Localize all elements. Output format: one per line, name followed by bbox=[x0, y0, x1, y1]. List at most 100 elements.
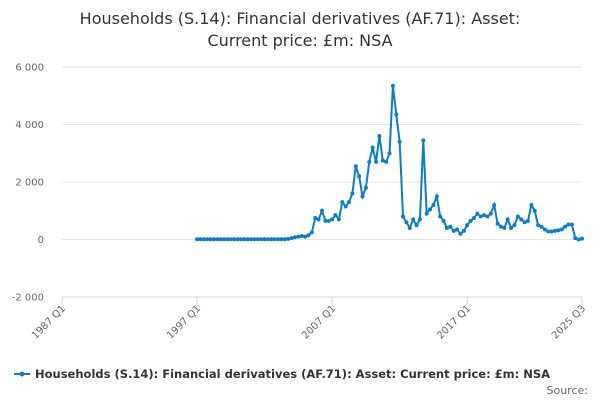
point bbox=[390, 83, 395, 88]
point bbox=[502, 226, 507, 230]
point bbox=[525, 218, 530, 223]
point bbox=[488, 211, 493, 216]
point bbox=[421, 138, 426, 143]
point bbox=[242, 237, 247, 242]
point bbox=[228, 237, 233, 242]
point bbox=[276, 237, 281, 242]
point bbox=[401, 214, 406, 219]
point bbox=[279, 237, 284, 242]
point bbox=[309, 230, 314, 235]
y-tick-label: 0 bbox=[38, 235, 44, 246]
source-label: Source: bbox=[547, 384, 589, 397]
point bbox=[303, 234, 308, 239]
point bbox=[482, 213, 487, 218]
x-tick-label: 1987 Q1 bbox=[30, 303, 68, 341]
point bbox=[215, 237, 220, 242]
point bbox=[478, 214, 483, 219]
point bbox=[245, 237, 250, 242]
point bbox=[195, 237, 200, 242]
point bbox=[515, 214, 520, 219]
point bbox=[343, 204, 348, 209]
point bbox=[546, 229, 551, 234]
point bbox=[438, 214, 443, 219]
point bbox=[434, 194, 439, 199]
point bbox=[380, 158, 385, 163]
point bbox=[559, 227, 564, 232]
point bbox=[519, 217, 524, 222]
y-tick-label: 6 000 bbox=[15, 63, 44, 74]
legend-symbol bbox=[19, 371, 25, 377]
point bbox=[336, 217, 341, 222]
point bbox=[539, 224, 544, 229]
point bbox=[374, 159, 379, 164]
point bbox=[580, 236, 584, 241]
series-line bbox=[197, 85, 583, 241]
point bbox=[465, 223, 470, 228]
point bbox=[431, 203, 436, 207]
point bbox=[232, 237, 237, 242]
chart-title: Households (S.14): Financial derivatives… bbox=[80, 9, 521, 28]
point bbox=[552, 228, 557, 233]
point bbox=[333, 213, 338, 218]
y-tick-label: 2 000 bbox=[15, 178, 44, 189]
point bbox=[573, 236, 578, 241]
point bbox=[347, 200, 352, 205]
point bbox=[509, 226, 514, 230]
point bbox=[549, 229, 554, 234]
point bbox=[330, 217, 335, 222]
point bbox=[360, 194, 365, 199]
point bbox=[313, 215, 318, 220]
point bbox=[424, 211, 429, 216]
point bbox=[198, 237, 203, 242]
point bbox=[542, 227, 547, 232]
point bbox=[299, 234, 304, 239]
point bbox=[384, 159, 389, 164]
x-tick-label: 2007 Q1 bbox=[300, 303, 338, 341]
point bbox=[441, 218, 446, 223]
point bbox=[350, 191, 355, 196]
point bbox=[414, 223, 419, 228]
x-tick-label: 2017 Q1 bbox=[435, 303, 473, 341]
point bbox=[323, 218, 328, 223]
point bbox=[205, 237, 210, 242]
point bbox=[320, 208, 324, 213]
point bbox=[448, 224, 453, 229]
point bbox=[238, 237, 243, 242]
point bbox=[211, 237, 216, 242]
point bbox=[262, 237, 267, 242]
point bbox=[222, 237, 227, 242]
point bbox=[563, 224, 568, 229]
point bbox=[272, 237, 277, 242]
point bbox=[326, 218, 331, 223]
point bbox=[218, 237, 223, 242]
point bbox=[363, 185, 368, 190]
point bbox=[259, 237, 264, 242]
point bbox=[485, 214, 490, 219]
point bbox=[417, 217, 422, 222]
point bbox=[529, 203, 534, 207]
point bbox=[235, 237, 240, 242]
point bbox=[532, 208, 537, 213]
point bbox=[377, 134, 382, 138]
point bbox=[201, 237, 206, 242]
point bbox=[357, 174, 362, 179]
point bbox=[353, 164, 358, 169]
legend-label: Households (S.14): Financial derivatives… bbox=[35, 367, 550, 381]
point bbox=[505, 217, 510, 222]
point bbox=[282, 237, 287, 242]
point bbox=[367, 159, 372, 164]
point bbox=[522, 220, 527, 225]
point bbox=[316, 217, 321, 222]
point bbox=[566, 222, 571, 227]
point bbox=[292, 235, 297, 240]
point bbox=[265, 237, 270, 242]
point bbox=[475, 211, 480, 216]
chart-title: Current price: £m: NSA bbox=[207, 31, 392, 50]
point bbox=[370, 145, 375, 150]
point bbox=[286, 236, 291, 241]
point bbox=[461, 228, 466, 233]
point bbox=[512, 223, 517, 228]
point bbox=[296, 234, 301, 239]
point bbox=[340, 200, 345, 205]
